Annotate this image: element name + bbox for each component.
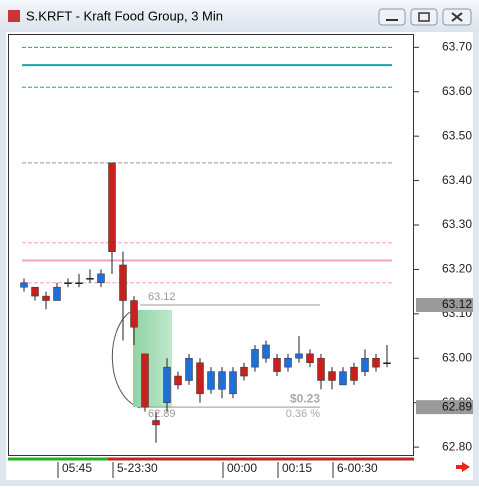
- candle-body: [108, 162, 116, 252]
- x-tick-label: 5-23:30: [117, 461, 158, 475]
- candle-body: [350, 366, 358, 381]
- x-tick-label: 6-00:30: [337, 461, 378, 475]
- window-title: S.KRFT - Kraft Food Group, 3 Min: [26, 8, 223, 23]
- candle-body: [306, 353, 314, 363]
- candle-body: [75, 282, 83, 285]
- candle-body: [53, 286, 61, 301]
- measure-top-label: 63.12: [148, 291, 176, 303]
- candle-body: [196, 362, 204, 395]
- price-badge: [416, 297, 473, 312]
- candle-body: [31, 286, 39, 297]
- candle-body: [251, 349, 259, 368]
- x-tick-label: 00:00: [227, 461, 257, 475]
- y-tick-label: 63.20: [442, 262, 472, 276]
- candle-body: [229, 371, 237, 395]
- candle-body: [174, 375, 182, 386]
- candle-body: [218, 371, 226, 390]
- candle-body: [372, 358, 380, 368]
- y-tick-label: 63.50: [442, 128, 472, 142]
- y-tick-label: 63.30: [442, 217, 472, 231]
- candle-body: [262, 344, 270, 359]
- candle-body: [163, 366, 171, 403]
- y-tick-label: 63.60: [442, 84, 472, 98]
- candle-body: [152, 420, 160, 426]
- measure-bottom-label: 62.89: [148, 408, 176, 420]
- price-badge-label: 62.89: [442, 399, 472, 413]
- scroll-arrow[interactable]: [456, 465, 463, 469]
- window-buttons[interactable]: [378, 8, 472, 26]
- candle-body: [97, 273, 105, 284]
- candle-body: [284, 358, 292, 368]
- scroll-arrow[interactable]: [462, 462, 470, 472]
- measure-change: $0.23: [290, 391, 320, 405]
- y-tick-label: 63.70: [442, 39, 472, 53]
- candle-body: [119, 264, 127, 301]
- price-badge: [416, 400, 473, 415]
- y-tick-label: 62.80: [442, 439, 472, 453]
- candle-body: [240, 366, 248, 377]
- candle-body: [383, 362, 391, 364]
- candle-body: [141, 353, 149, 408]
- candle-body: [328, 371, 336, 381]
- x-tick-label: 05:45: [62, 461, 92, 475]
- candle-body: [130, 300, 138, 328]
- candle-body: [86, 278, 94, 280]
- candle-body: [207, 371, 215, 390]
- measure-change-pct: 0.36 %: [286, 408, 320, 420]
- candle-body: [339, 371, 347, 386]
- candle-body: [317, 358, 325, 381]
- app-icon: [8, 10, 20, 22]
- y-tick-label: 63.00: [442, 350, 472, 364]
- candle-body: [185, 358, 193, 381]
- candle-body: [361, 358, 369, 372]
- candle-body: [64, 282, 72, 285]
- y-tick-label: 63.40: [442, 173, 472, 187]
- x-tick-label: 00:15: [282, 461, 312, 475]
- price-badge-label: 63.12: [442, 297, 472, 311]
- candle-body: [295, 353, 303, 359]
- candle-body: [42, 295, 50, 301]
- candle-body: [20, 282, 28, 288]
- candle-body: [273, 358, 281, 372]
